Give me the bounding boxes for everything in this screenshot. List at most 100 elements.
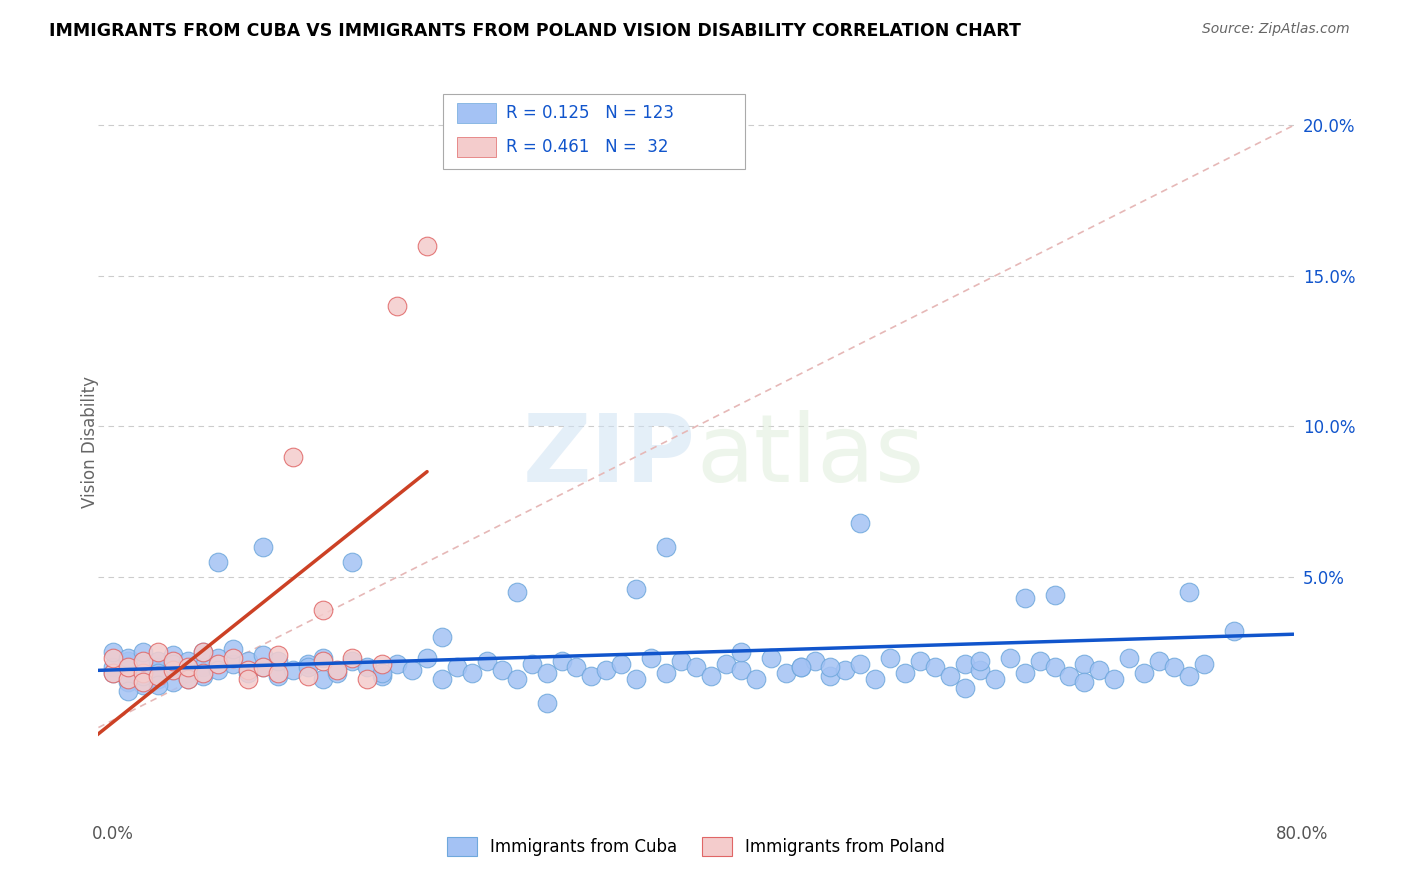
Point xyxy=(207,657,229,672)
Point xyxy=(714,657,737,672)
Point xyxy=(191,669,214,683)
Point xyxy=(924,660,946,674)
Point xyxy=(103,660,125,674)
Point xyxy=(311,673,333,687)
Point xyxy=(640,651,662,665)
Point xyxy=(506,585,529,599)
Point xyxy=(236,654,259,668)
Point xyxy=(252,660,274,674)
Point xyxy=(1073,657,1095,672)
Point xyxy=(132,678,155,692)
Point xyxy=(177,660,200,674)
Point xyxy=(520,657,543,672)
Point xyxy=(610,657,633,672)
Point xyxy=(162,657,184,672)
Point xyxy=(267,669,290,683)
Point xyxy=(252,648,274,663)
Point xyxy=(1104,673,1126,687)
Point xyxy=(745,673,768,687)
Point xyxy=(117,651,139,665)
Point xyxy=(311,651,333,665)
Point xyxy=(132,657,155,672)
Point xyxy=(207,555,229,569)
Point xyxy=(148,666,170,681)
Point xyxy=(998,651,1021,665)
Point xyxy=(132,654,155,668)
Point xyxy=(103,666,125,681)
Point xyxy=(908,654,931,668)
Point xyxy=(191,660,214,674)
Point xyxy=(132,645,155,659)
Point xyxy=(700,669,723,683)
Point xyxy=(969,664,991,678)
Point xyxy=(1014,666,1036,681)
Point xyxy=(311,603,333,617)
Point xyxy=(626,582,648,596)
Point xyxy=(191,645,214,659)
Point xyxy=(222,657,245,672)
Point xyxy=(117,660,139,674)
Point xyxy=(536,666,558,681)
Point xyxy=(207,651,229,665)
Point xyxy=(371,669,394,683)
Point xyxy=(655,666,678,681)
Point xyxy=(685,660,707,674)
Point xyxy=(177,673,200,687)
Point xyxy=(267,666,290,681)
Point xyxy=(177,673,200,687)
Text: ZIP: ZIP xyxy=(523,410,696,502)
Point xyxy=(775,666,797,681)
Point xyxy=(953,681,976,696)
Point xyxy=(252,660,274,674)
Point xyxy=(177,666,200,681)
Point xyxy=(297,660,319,674)
Point xyxy=(1014,591,1036,606)
Point xyxy=(371,657,394,672)
Point xyxy=(117,673,139,687)
Point xyxy=(117,673,139,687)
Point xyxy=(894,666,917,681)
Point xyxy=(401,664,423,678)
Point xyxy=(865,673,887,687)
Point xyxy=(1118,651,1140,665)
Point xyxy=(117,675,139,690)
Point xyxy=(222,642,245,657)
Point xyxy=(371,666,394,681)
Point xyxy=(491,664,513,678)
Point xyxy=(804,654,827,668)
Point xyxy=(1163,660,1185,674)
Point xyxy=(117,684,139,698)
Point xyxy=(759,651,782,665)
Point xyxy=(1059,669,1081,683)
Point xyxy=(475,654,498,668)
Point xyxy=(1133,666,1156,681)
Point xyxy=(267,654,290,668)
Point xyxy=(326,666,349,681)
Point xyxy=(297,657,319,672)
Point xyxy=(236,666,259,681)
Point xyxy=(103,666,125,681)
Point xyxy=(1073,675,1095,690)
Point xyxy=(789,660,811,674)
Point xyxy=(416,239,439,253)
Point xyxy=(820,669,842,683)
Point xyxy=(669,654,692,668)
Text: R = 0.461   N =  32: R = 0.461 N = 32 xyxy=(506,138,669,156)
Point xyxy=(461,666,484,681)
Text: IMMIGRANTS FROM CUBA VS IMMIGRANTS FROM POLAND VISION DISABILITY CORRELATION CHA: IMMIGRANTS FROM CUBA VS IMMIGRANTS FROM … xyxy=(49,22,1021,40)
Point xyxy=(1147,654,1170,668)
Point xyxy=(626,673,648,687)
Point xyxy=(191,666,214,681)
Point xyxy=(655,540,678,554)
Point xyxy=(430,673,453,687)
Point xyxy=(326,664,349,678)
Point xyxy=(191,645,214,659)
Point xyxy=(730,664,752,678)
Point xyxy=(132,666,155,681)
Text: R = 0.125   N = 123: R = 0.125 N = 123 xyxy=(506,104,673,122)
Point xyxy=(1028,654,1050,668)
Point xyxy=(267,648,290,663)
Point xyxy=(297,669,319,683)
Point xyxy=(1223,624,1246,639)
Point xyxy=(969,654,991,668)
